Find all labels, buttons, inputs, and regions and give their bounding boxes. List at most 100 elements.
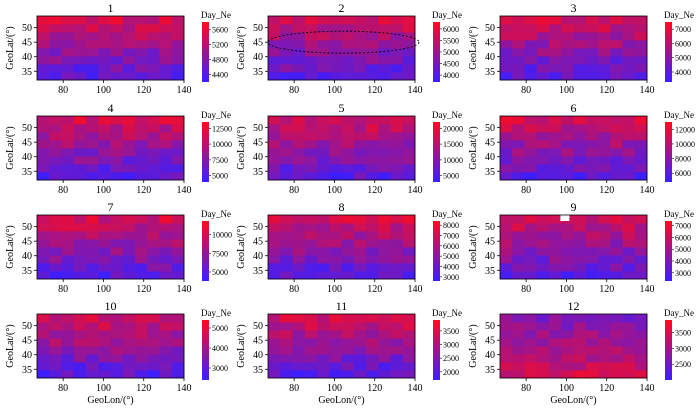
heatmap-cell: [73, 40, 87, 49]
heatmap-cell: [292, 263, 306, 272]
heatmap-cell: [341, 32, 355, 41]
heatmap-cell: [135, 263, 148, 272]
heatmap-cell: [329, 247, 342, 256]
colorbar-title: Day_Ne: [664, 110, 694, 120]
heatmap-cell: [86, 239, 99, 248]
heatmap-cell: [292, 132, 306, 141]
heatmap-cell: [561, 362, 574, 371]
heatmap-cell: [317, 40, 330, 49]
heatmap-cell: [610, 223, 623, 232]
heatmap-cell: [585, 362, 599, 371]
heatmap-cell: [500, 64, 513, 73]
heatmap-cell: [135, 116, 148, 125]
colorbar-title: Day_Ne: [664, 209, 694, 219]
heatmap-cell: [110, 239, 124, 248]
heatmap-cell: [110, 124, 124, 133]
heatmap-cell: [49, 72, 62, 81]
heatmap-cell: [171, 164, 185, 173]
heatmap-cell: [561, 164, 574, 173]
heatmap-cell: [402, 231, 416, 240]
panel-title: 12: [568, 299, 580, 313]
heatmap-cell: [329, 148, 342, 157]
heatmap-cell: [378, 56, 391, 65]
heatmap-cell: [366, 322, 379, 331]
heatmap-cell: [159, 322, 173, 331]
heatmap-cell: [280, 239, 293, 248]
y-axis-label: GeoLat/(°): [468, 225, 479, 268]
colorbar-tick-label: 4000: [212, 344, 228, 353]
heatmap-cell: [561, 346, 574, 355]
heatmap-cell: [159, 164, 173, 173]
heatmap-cell: [402, 116, 416, 125]
heatmap-cell: [317, 215, 330, 224]
heatmap-cell: [268, 140, 281, 149]
heatmap-cell: [280, 40, 293, 49]
x-tick-label: 140: [177, 85, 192, 96]
heatmap-cell: [573, 40, 587, 49]
colorbar-tick-label: 5000: [443, 172, 459, 181]
heatmap-cell: [268, 16, 281, 25]
heatmap-cell: [317, 164, 330, 173]
heatmap-cell: [280, 64, 293, 73]
heatmap-cell: [268, 56, 281, 65]
heatmap-cell: [561, 247, 574, 256]
heatmap-cell: [86, 172, 99, 181]
heatmap-cell: [524, 16, 538, 25]
heatmap-cell: [329, 255, 342, 264]
heatmap-cell: [598, 116, 611, 125]
heatmap-cell: [378, 271, 391, 280]
heatmap-cell: [634, 322, 648, 331]
heatmap-cell: [268, 354, 281, 363]
heatmap-cell: [512, 247, 525, 256]
heatmap-cell: [561, 338, 574, 347]
heatmap-cell: [622, 172, 636, 181]
heatmap-cell: [500, 338, 513, 347]
heatmap-cell: [49, 223, 62, 232]
heatmap-cell: [37, 156, 50, 165]
heatmap-cell: [536, 24, 550, 33]
heatmap-cell: [292, 223, 306, 232]
heatmap-cell: [98, 164, 111, 173]
heatmap-cell: [268, 72, 281, 81]
heatmap-cell: [536, 314, 550, 323]
heatmap-cell: [61, 354, 75, 363]
x-tick-label: 80: [521, 85, 531, 96]
heatmap-cell: [304, 354, 318, 363]
colorbar-tick-label: 5000: [443, 48, 459, 57]
heatmap-cell: [512, 64, 525, 73]
heatmap-cell: [292, 116, 306, 125]
heatmap-cell: [353, 148, 367, 157]
heatmap-cell: [37, 16, 50, 25]
heatmap-cell: [524, 140, 538, 149]
heatmap-cell: [561, 370, 574, 379]
heatmap-cell: [61, 231, 75, 240]
heatmap-cell: [317, 223, 330, 232]
heatmap-cell: [292, 370, 306, 379]
heatmap-cell: [561, 72, 574, 81]
x-tick-label: 100: [327, 284, 342, 295]
heatmap-cell: [378, 370, 391, 379]
y-tick-label: 45: [22, 138, 32, 149]
heatmap-cell: [585, 239, 599, 248]
heatmap-cell: [122, 148, 136, 157]
heatmap-cell: [329, 40, 342, 49]
y-tick-label: 35: [253, 167, 263, 178]
heatmap-cell: [329, 24, 342, 33]
heatmap-cell: [512, 362, 525, 371]
heatmap-cell: [329, 322, 342, 331]
heatmap-cell: [147, 164, 160, 173]
heatmap-cell: [610, 24, 623, 33]
heatmap-cell: [292, 247, 306, 256]
heatmap-cell: [147, 223, 160, 232]
y-tick-label: 40: [22, 350, 32, 361]
heatmap-cell: [98, 124, 111, 133]
heatmap-cell: [61, 164, 75, 173]
heatmap-cell: [500, 223, 513, 232]
heatmap-cell: [366, 362, 379, 371]
heatmap-cell: [634, 164, 648, 173]
heatmap-cell: [341, 24, 355, 33]
heatmap-cell: [353, 72, 367, 81]
colorbar-tick-label: 3000: [212, 364, 228, 373]
heatmap-cell: [122, 271, 136, 280]
heatmap-cell: [585, 346, 599, 355]
